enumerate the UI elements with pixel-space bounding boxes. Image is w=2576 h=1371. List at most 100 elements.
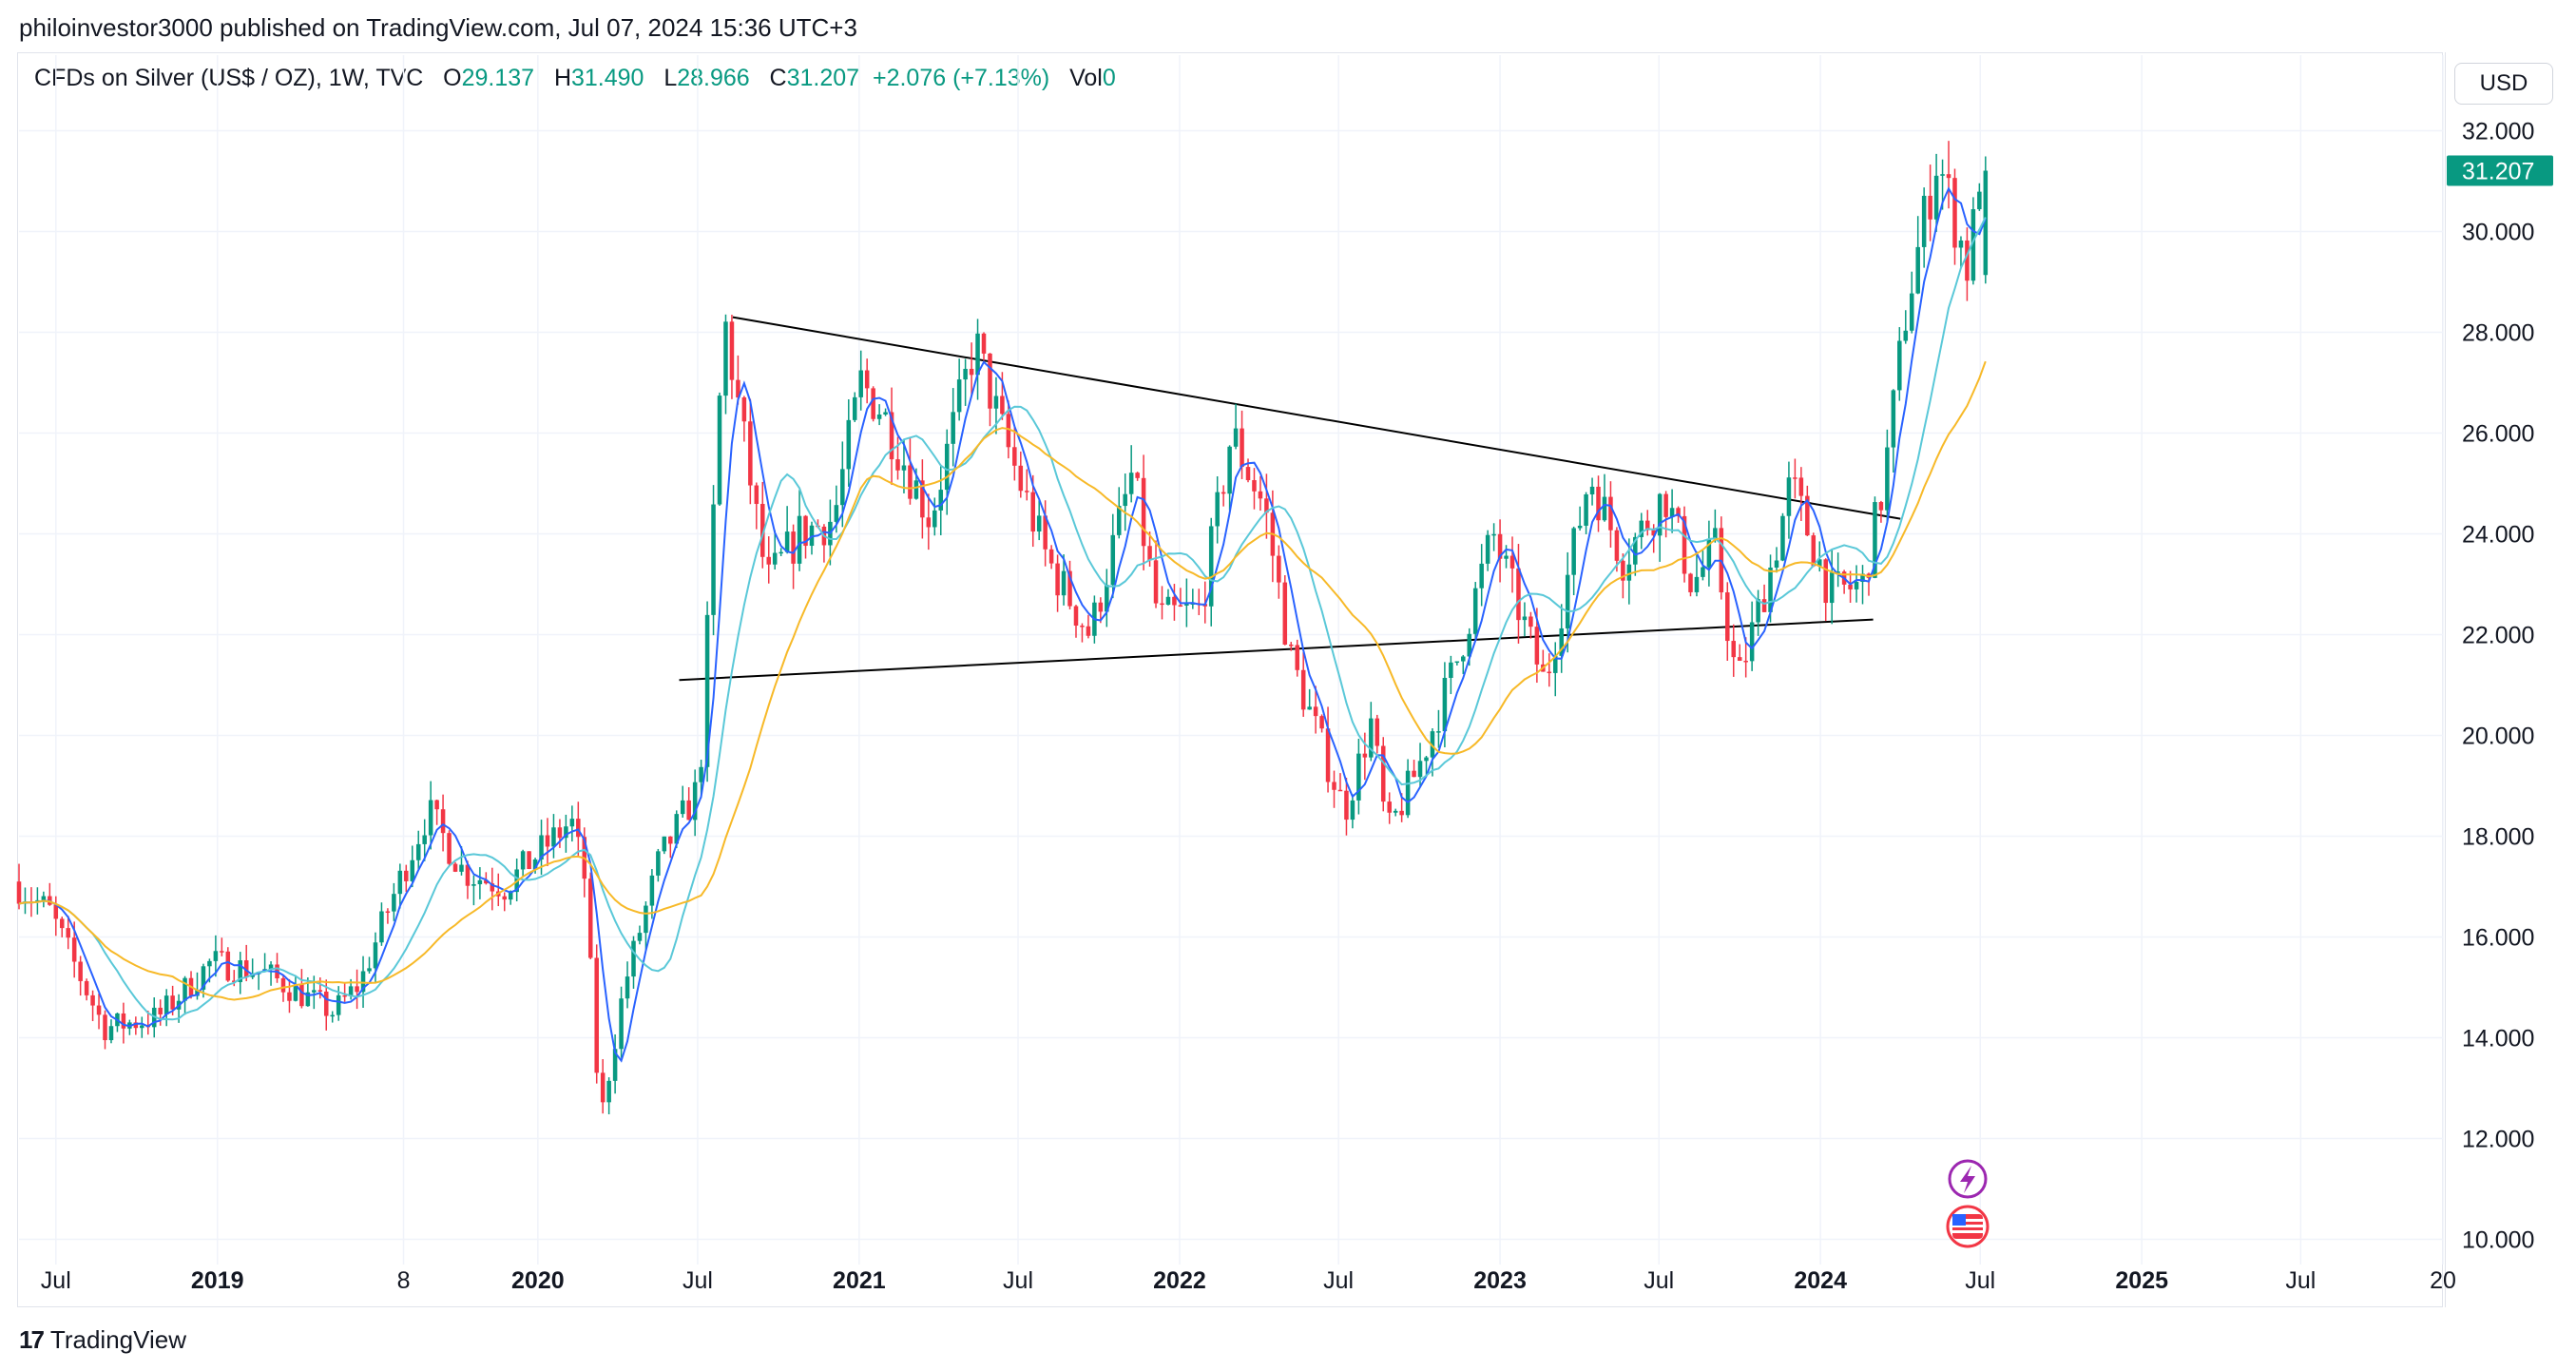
- candle-body: [1682, 515, 1687, 574]
- candle-up: [1405, 759, 1411, 819]
- candle-down: [243, 944, 249, 982]
- candle-down: [84, 978, 89, 1001]
- high-label: H: [553, 65, 571, 91]
- candle-down: [287, 978, 292, 1014]
- candle-body: [1055, 563, 1060, 596]
- candle-down: [668, 836, 673, 859]
- candle-body: [803, 515, 808, 547]
- candle-down: [490, 867, 495, 911]
- candle-down: [1221, 485, 1226, 507]
- candle-body: [975, 333, 980, 376]
- candle-body: [1337, 789, 1343, 792]
- tradingview-logo[interactable]: 17 TradingView: [19, 1325, 186, 1355]
- candle-body: [1221, 492, 1226, 494]
- candle-down: [1761, 584, 1767, 612]
- candle-down: [1289, 642, 1294, 651]
- candle-down: [496, 873, 501, 907]
- candle-body: [1946, 174, 1951, 179]
- candle-up: [662, 836, 667, 855]
- candle-body: [1909, 293, 1914, 331]
- candle-down: [133, 1016, 139, 1035]
- candle-body: [1485, 534, 1490, 564]
- moving-average-line: [18, 217, 1987, 1021]
- candle-body: [502, 896, 508, 900]
- candle-body: [1036, 515, 1042, 532]
- candle-body: [183, 977, 187, 1001]
- candle-body: [1362, 753, 1368, 758]
- candle-down: [754, 482, 759, 530]
- candle-body: [1928, 195, 1932, 220]
- candle-body: [662, 836, 667, 852]
- candle-body: [711, 504, 716, 615]
- candle-body: [1479, 563, 1484, 589]
- candle-body: [434, 800, 439, 810]
- lightning-event-icon[interactable]: [1948, 1159, 1988, 1199]
- candle-down: [1337, 773, 1343, 792]
- candle-up: [1756, 589, 1760, 636]
- candle-down: [1946, 141, 1951, 209]
- candle-body: [532, 859, 538, 869]
- candle-body: [545, 835, 550, 847]
- candle-body: [1688, 573, 1693, 592]
- candle-down: [1528, 611, 1533, 639]
- price-tick-label: 16.000: [2462, 925, 2534, 952]
- candle-body: [1860, 573, 1865, 583]
- candle-up: [1123, 473, 1127, 531]
- candle-body: [1933, 175, 1939, 220]
- candle-body: [1147, 546, 1152, 561]
- low-label: L: [663, 65, 678, 91]
- candle-body: [1356, 753, 1361, 801]
- candle-body: [1245, 467, 1251, 481]
- candle-up: [619, 986, 624, 1058]
- candle-body: [686, 800, 691, 821]
- candle-down: [1319, 714, 1324, 733]
- candle-body: [336, 994, 341, 1015]
- candle-down: [502, 892, 508, 912]
- tradingview-brand: TradingView: [49, 1325, 186, 1354]
- candle-body: [410, 859, 415, 881]
- candle-body: [1006, 414, 1011, 448]
- candle-down: [1018, 451, 1024, 498]
- candle-up: [262, 953, 267, 973]
- candle-body: [1442, 677, 1448, 732]
- candle-body: [84, 980, 89, 995]
- candle-body: [1116, 506, 1122, 535]
- symbol-title[interactable]: CFDs on Silver (US$ / OZ), 1W, TVC: [34, 65, 424, 91]
- candle-body: [527, 851, 531, 869]
- candle-body: [1737, 657, 1742, 661]
- candle-body: [1621, 560, 1625, 581]
- candle-down: [1048, 545, 1054, 570]
- candle-body: [1589, 486, 1595, 494]
- candle-up: [1891, 389, 1896, 473]
- candle-body: [287, 992, 292, 1001]
- candle-body: [1227, 446, 1232, 494]
- candle-body: [103, 1014, 107, 1041]
- candle-up: [471, 875, 476, 906]
- candle-body: [741, 397, 747, 422]
- candle-body: [619, 998, 624, 1050]
- candle-up: [606, 1077, 611, 1115]
- candle-down: [729, 315, 735, 399]
- candle-up: [944, 429, 950, 515]
- candle-body: [840, 469, 845, 506]
- candle-body: [1829, 572, 1835, 604]
- candle-body: [791, 531, 796, 564]
- candle-up: [367, 956, 372, 975]
- candle-body: [367, 968, 372, 972]
- currency-button[interactable]: USD: [2454, 63, 2553, 105]
- candle-down: [90, 990, 95, 1021]
- candle-body: [1970, 209, 1976, 281]
- candle-body: [754, 485, 759, 505]
- candle-body: [1676, 508, 1681, 516]
- candle-body: [1983, 170, 1989, 276]
- event-markers: [1946, 1159, 1990, 1248]
- candle-body: [1958, 240, 1964, 248]
- candle-body: [889, 412, 894, 460]
- time-tick-label: 2023: [1473, 1267, 1527, 1294]
- candle-up: [1190, 589, 1196, 609]
- candle-up: [938, 464, 944, 535]
- candle-body: [508, 892, 513, 900]
- candle-up: [1128, 445, 1134, 503]
- us-flag-event-icon[interactable]: [1946, 1205, 1990, 1248]
